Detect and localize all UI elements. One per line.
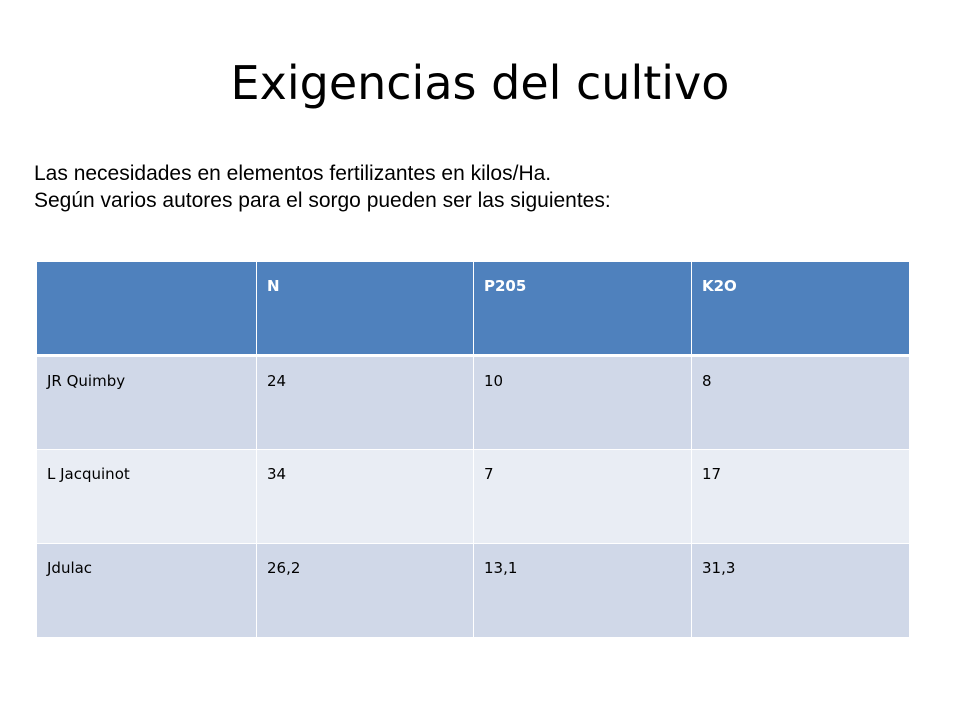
header-cell-k2o: K2O bbox=[691, 261, 910, 357]
cell-p205: 7 bbox=[473, 449, 692, 544]
header-cell-author bbox=[36, 261, 257, 357]
cell-n: 34 bbox=[256, 449, 474, 544]
cell-author: JR Quimby bbox=[36, 355, 257, 450]
cell-n: 26,2 bbox=[256, 543, 474, 638]
subtitle-line-2: Según varios autores para el sorgo puede… bbox=[34, 189, 611, 212]
subtitle-line-1: Las necesidades en elementos fertilizant… bbox=[34, 162, 552, 185]
cell-author: Jdulac bbox=[36, 543, 257, 638]
cell-p205: 13,1 bbox=[473, 543, 692, 638]
table-row: JR Quimby 24 10 8 bbox=[36, 355, 910, 450]
header-cell-n: N bbox=[256, 261, 474, 357]
table-row: Jdulac 26,2 13,1 31,3 bbox=[36, 543, 910, 638]
cell-author: L Jacquinot bbox=[36, 449, 257, 544]
table-row: L Jacquinot 34 7 17 bbox=[36, 449, 910, 544]
cell-k2o: 8 bbox=[691, 355, 910, 450]
fertilizer-table: N P205 K2O JR Quimby 24 10 8 L Jacquinot… bbox=[36, 261, 910, 638]
slide-subtitle: Las necesidades en elementos fertilizant… bbox=[34, 160, 924, 214]
cell-n: 24 bbox=[256, 355, 474, 450]
slide-title: Exigencias del cultivo bbox=[230, 56, 730, 110]
table-header-row: N P205 K2O bbox=[36, 261, 910, 357]
cell-k2o: 31,3 bbox=[691, 543, 910, 638]
cell-p205: 10 bbox=[473, 355, 692, 450]
header-cell-p205: P205 bbox=[473, 261, 692, 357]
cell-k2o: 17 bbox=[691, 449, 910, 544]
